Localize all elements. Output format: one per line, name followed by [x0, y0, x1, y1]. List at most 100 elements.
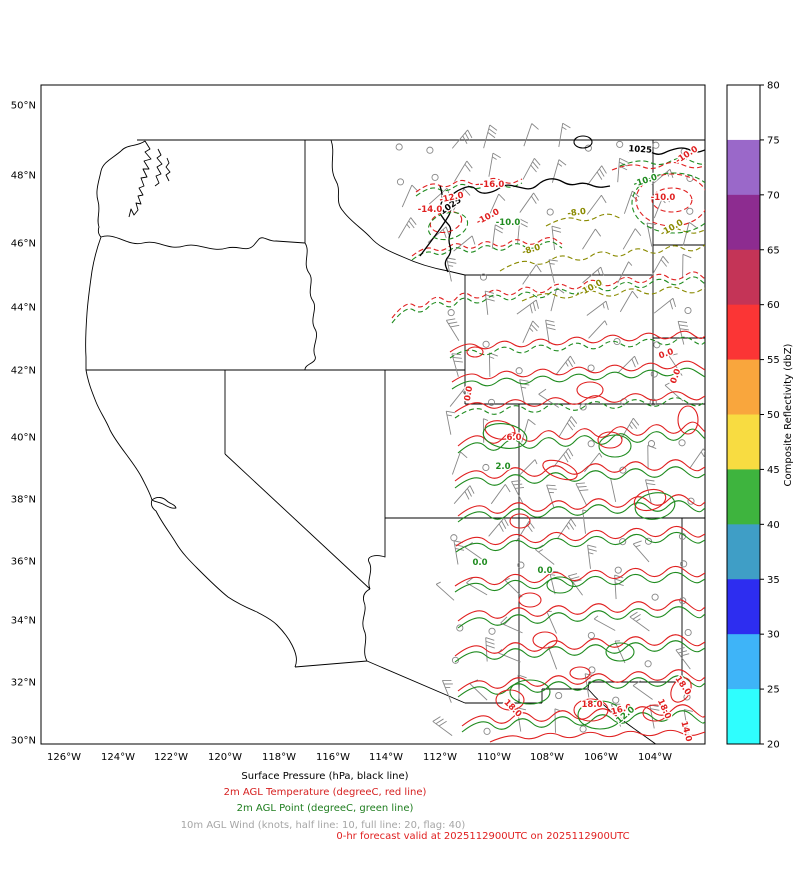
calm-wind-station-circle — [653, 341, 661, 349]
x-tick-label: 106°W — [584, 752, 618, 763]
y-tick-label: 36°N — [11, 557, 36, 568]
wind-barb — [517, 674, 527, 699]
calm-wind-station-circle — [652, 141, 660, 149]
contour-closed-loop — [577, 700, 623, 730]
x-tick-label: 120°W — [208, 752, 242, 763]
axes-frame — [40, 84, 706, 745]
colorbar-segment — [727, 689, 760, 745]
wind-barb — [490, 484, 511, 505]
pressure-contour — [627, 147, 705, 155]
wind-barb — [545, 319, 556, 344]
temperature-contour — [411, 237, 563, 257]
calm-wind-station-circle — [447, 309, 455, 317]
x-tick-label: 104°W — [638, 752, 672, 763]
wind-barb — [469, 679, 488, 701]
contour-closed-loop — [542, 459, 578, 481]
contour-closed-loop — [466, 346, 484, 358]
colorbar-segment — [727, 85, 760, 141]
calm-wind-station-circle — [679, 597, 687, 605]
wind-barb — [610, 477, 617, 502]
temperature-contour — [454, 565, 705, 587]
calm-wind-station-circle — [644, 660, 652, 668]
calm-wind-station-circle — [687, 497, 695, 505]
colorbar-segment — [727, 304, 760, 361]
wind-barb — [445, 410, 456, 435]
x-tick-label: 112°W — [423, 752, 457, 763]
wind-barb — [587, 165, 607, 186]
wind-barb — [538, 388, 559, 408]
temperature-contour — [415, 177, 523, 193]
calm-wind-station-circle — [587, 631, 595, 640]
contour-closed-loop — [569, 666, 591, 680]
contour-value-label: -16.0 — [480, 180, 505, 190]
state-border-path — [366, 660, 466, 704]
colorbar-tick-label: 20 — [767, 740, 780, 751]
wind-barb — [614, 574, 624, 600]
dewpoint-contour — [457, 428, 705, 454]
colorbar-tick-label: 65 — [767, 245, 780, 256]
wind-barb — [550, 287, 565, 312]
wind-barb — [553, 448, 574, 468]
colorbar-segment — [727, 139, 760, 196]
contour-closed-loop — [518, 592, 542, 608]
dewpoint-contour — [455, 531, 705, 553]
wind-barb — [653, 297, 677, 314]
contour-value-label: 18.0 — [582, 700, 603, 710]
calm-wind-station-circle — [488, 627, 496, 635]
state-border-path — [154, 148, 163, 187]
colorbar-tick-label: 70 — [767, 190, 780, 201]
dewpoint-contour-olive — [675, 227, 705, 234]
contour-value-label: -8.0 — [567, 207, 587, 220]
pressure-contour — [438, 185, 452, 273]
dewpoint-contour — [454, 466, 705, 489]
x-tick-label: 108°W — [530, 752, 564, 763]
wind-barb — [623, 190, 640, 214]
contour-closed-loop — [509, 513, 531, 529]
colorbar-tick-label: 75 — [767, 135, 780, 146]
wind-barb — [584, 452, 603, 473]
temperature-contour — [391, 271, 705, 319]
calm-wind-station-circle — [395, 143, 403, 151]
dewpoint-contour — [457, 606, 705, 629]
contour-value-label: -10.0 — [632, 173, 658, 190]
colorbar-segment — [727, 414, 760, 470]
y-tick-label: 48°N — [11, 171, 36, 182]
contour-closed-loop — [509, 679, 551, 705]
temperature-contour — [457, 599, 705, 622]
contour-closed-loop — [642, 704, 668, 722]
state-border-path — [128, 140, 152, 218]
wind-barb — [451, 129, 473, 149]
state-border-path — [224, 453, 371, 590]
colorbar-tick-label: 45 — [767, 465, 780, 476]
calm-wind-station-circle — [482, 340, 490, 348]
longitude-axis: 126°W 124°W 122°W 120°W 118°W 116°W 114°W 112°W… — [47, 752, 672, 763]
state-border-path — [330, 139, 466, 276]
wind-barb — [647, 444, 657, 470]
wind-barb — [548, 259, 558, 284]
colorbar-title: Composite Reflectivity (dbZ) — [783, 343, 794, 486]
wind-barb — [445, 318, 460, 342]
temperature-contour — [489, 729, 705, 743]
contour-value-label: -8.0 — [521, 242, 542, 257]
contour-value-label: 0.0 — [658, 347, 676, 362]
contour-closed-loop — [546, 576, 574, 594]
wind-barb — [546, 484, 557, 509]
legend-line: 10m AGL Wind (knots, half line: 10, full… — [181, 820, 466, 831]
wind-barb — [522, 320, 540, 343]
state-border-path — [362, 588, 371, 662]
state-border-path — [368, 518, 386, 590]
wind-barb — [620, 417, 640, 440]
wind-barb — [516, 299, 539, 315]
dewpoint-contour — [461, 710, 705, 733]
calm-wind-station-circle — [555, 692, 563, 700]
state-boundaries — [85, 139, 705, 744]
latitude-axis: 50°N 48°N 46°N 44°N 42°N 40°N 38°N 36°N 34°N 32°N… — [11, 101, 36, 747]
calm-wind-station-circle — [483, 727, 491, 735]
y-tick-label: 34°N — [11, 616, 36, 627]
legend-line: 0-hr forecast valid at 2025112900UTC on … — [336, 831, 629, 842]
calm-wind-station-circle — [450, 534, 458, 542]
y-tick-label: 32°N — [11, 678, 36, 689]
dewpoint-contour — [454, 397, 705, 419]
contour-closed-loop — [631, 172, 705, 234]
calm-wind-station-circle — [487, 398, 496, 406]
